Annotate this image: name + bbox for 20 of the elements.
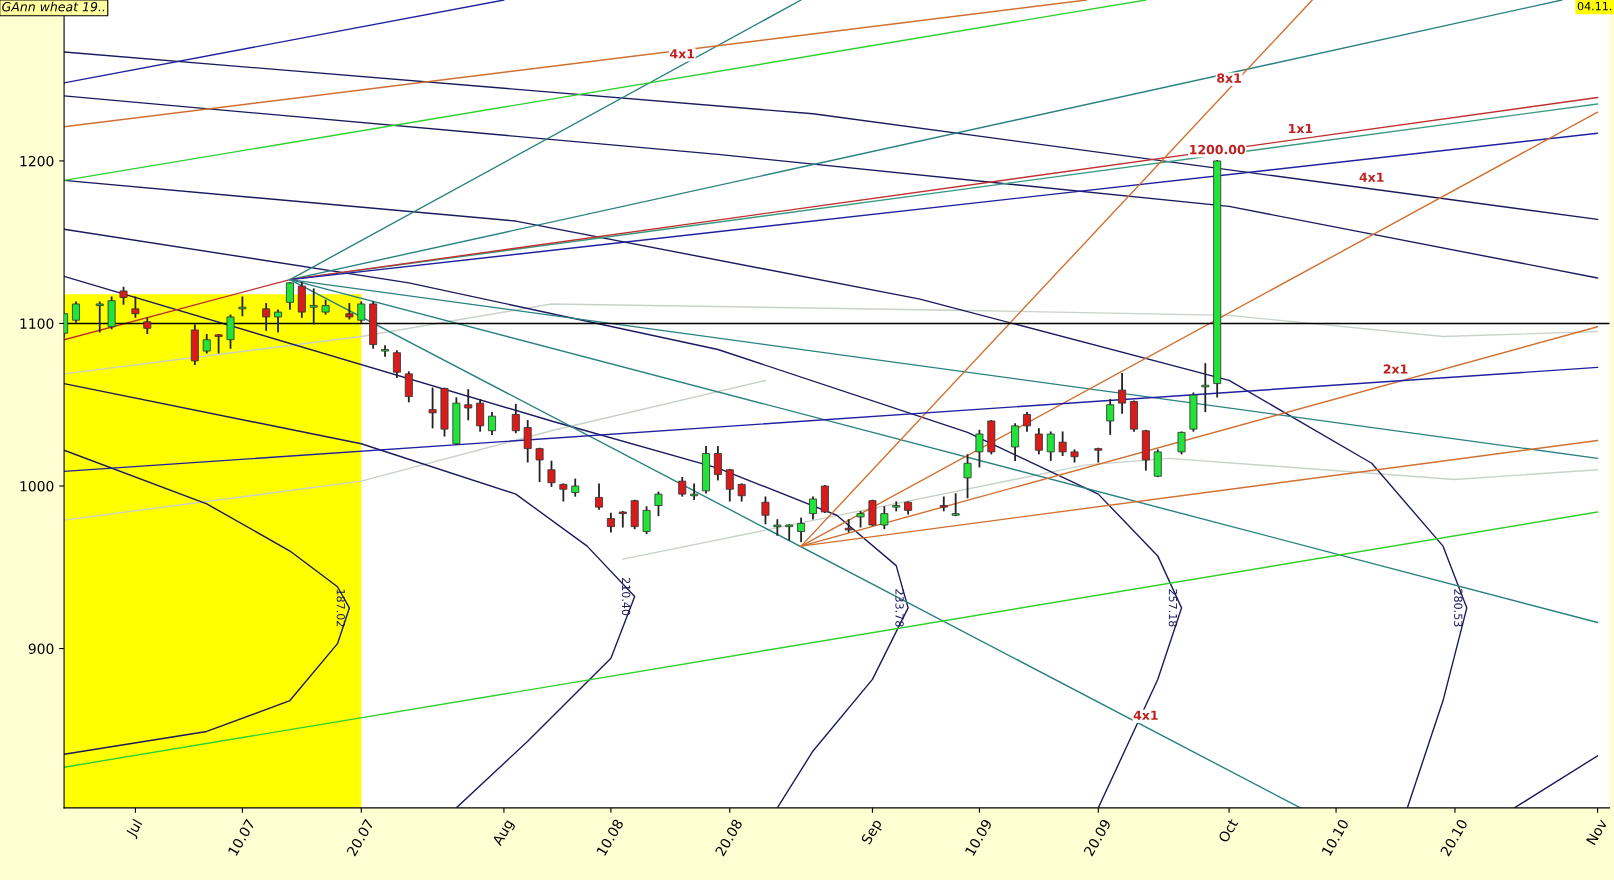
y-tick-label: 1000 [20,480,54,492]
annotation: 4x1 [1359,172,1384,182]
annotation: 04.11. [1577,1,1612,11]
annotation: 1x1 [1289,123,1313,134]
annotation: 4x1 [1133,710,1158,720]
chart-title: GAnn wheat 19.. [2,1,105,12]
x-tick-label: Jul [125,818,145,840]
annotation: 4x1 [670,49,695,59]
annotation: 2x1 [1383,364,1408,374]
x-tick-label: Oct [1217,817,1239,844]
text: 210.40 [621,577,631,616]
y-tick-label: 900 [28,643,54,655]
text: 280.53 [1454,589,1463,627]
text: 187.02 [336,589,346,627]
text: 257.18 [1168,589,1178,627]
y-tick-label: 1100 [20,318,54,329]
text: 233.78 [895,589,904,627]
annotation: 1200.00 [1190,144,1246,155]
y-tick-label: 1200 [20,155,54,167]
annotation: 8x1 [1217,73,1241,83]
